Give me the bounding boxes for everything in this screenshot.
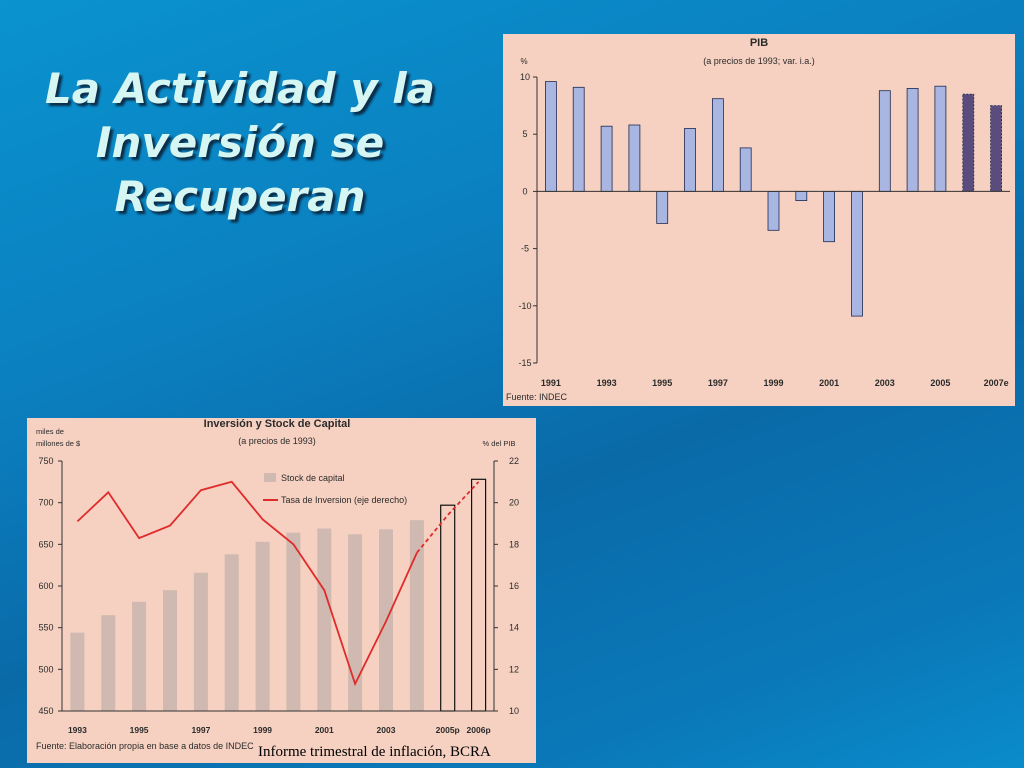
title-line-1: La Actividad y la: [45, 64, 435, 113]
investment-left-tick-label: 750: [38, 456, 53, 466]
investment-right-tick-label: 20: [509, 498, 519, 508]
pib-x-tick-label: 1991: [541, 378, 561, 388]
stock-bar-1998: [224, 554, 239, 711]
stock-bar-2001: [317, 528, 332, 711]
investment-bars: [70, 478, 487, 712]
pib-x-tick-label: 2003: [875, 378, 895, 388]
slide-caption: Informe trimestral de inflación, BCRA: [258, 744, 491, 760]
investment-x-tick-label: 1993: [68, 725, 87, 735]
pib-bar-1998: [739, 147, 752, 192]
investment-x-tick-label: 1999: [253, 725, 272, 735]
investment-right-tick-label: 10: [509, 706, 519, 716]
investment-x-tick-label: 2005p: [436, 725, 460, 735]
pib-bar-2003: [878, 90, 891, 192]
pib-y-tick-label: 10: [520, 72, 530, 82]
pib-axes: 10 5 0 -5 -10 -15 1991 1993 1995 1997 1999 2001 2003…: [518, 72, 1010, 388]
investment-x-tick-label: 2006p: [467, 725, 491, 735]
pib-y-tick-label: 0: [522, 186, 527, 196]
pib-bar-2006: [962, 93, 975, 192]
pib-x-tick-label: 1995: [652, 378, 672, 388]
investment-right-axis-label: % del PIB: [483, 439, 516, 448]
slide-title: La Actividad y la Inversión se Recuperan: [30, 62, 450, 224]
investment-chart: Inversión y Stock de Capital (a precios …: [36, 418, 519, 751]
investment-left-axis-label-line-2: millones de $: [36, 439, 81, 448]
investment-right-tick-label: 16: [509, 581, 519, 591]
stock-bar-2005p: [440, 504, 456, 712]
pib-x-tick-label: 1997: [708, 378, 728, 388]
stock-bar-2006p: [471, 478, 487, 712]
legend-rate-label: Tasa de Inversion (eje derecho): [281, 495, 407, 505]
investment-source-note: Fuente: Elaboración propia en base a dat…: [36, 741, 254, 751]
investment-rate-line-projected: [416, 481, 480, 554]
pib-bar-1993: [600, 125, 613, 192]
pib-bar-2000: [795, 190, 808, 201]
pib-bar-2001: [823, 190, 836, 243]
pib-bar-2004: [906, 88, 919, 192]
pib-x-tick-label: 2001: [819, 378, 839, 388]
pib-x-tick-label: 2005: [930, 378, 950, 388]
investment-line: [76, 480, 480, 687]
pib-bar-2005: [934, 85, 947, 192]
investment-right-tick-label: 18: [509, 539, 519, 549]
title-line-2: Inversión se: [95, 118, 385, 167]
pib-x-tick-label: 2007e: [984, 378, 1009, 388]
legend-stock-swatch: [264, 473, 276, 482]
stock-bar-1994: [101, 615, 116, 711]
title-line-3: Recuperan: [114, 172, 366, 221]
investment-left-axis-label-line-1: miles de: [36, 427, 64, 436]
pib-chart-panel: PIB (a precios de 1993; var. i.a.) % Fue…: [503, 34, 1015, 406]
stock-bar-1995: [132, 601, 147, 711]
pib-bar-1991: [545, 81, 557, 192]
stock-bar-2002: [348, 534, 363, 711]
stock-bar-1996: [163, 590, 177, 711]
pib-chart-title: PIB: [750, 37, 768, 49]
investment-x-tick-label: 2001: [315, 725, 334, 735]
pib-bar-1995: [656, 190, 669, 224]
stock-bar-1999: [255, 541, 270, 711]
investment-left-tick-label: 650: [38, 539, 53, 549]
pib-y-tick-label: -10: [518, 301, 531, 311]
investment-right-tick-label: 12: [509, 664, 519, 674]
pib-bar-1997: [711, 98, 724, 192]
investment-right-tick-label: 22: [509, 456, 519, 466]
investment-left-tick-label: 550: [38, 623, 53, 633]
investment-chart-subtitle: (a precios de 1993): [238, 436, 316, 446]
investment-x-tick-label: 1997: [191, 725, 210, 735]
pib-bar-1996: [684, 128, 696, 192]
pib-bar-1994: [628, 124, 641, 192]
pib-chart: PIB (a precios de 1993; var. i.a.) % Fue…: [506, 37, 1010, 402]
investment-legend: Stock de capital Tasa de Inversion (eje d…: [263, 473, 407, 505]
stock-bar-2000: [286, 532, 301, 711]
investment-left-tick-label: 450: [38, 706, 53, 716]
legend-stock-label: Stock de capital: [281, 473, 345, 483]
pib-bars: [545, 81, 1003, 317]
stock-bar-1993: [70, 632, 85, 711]
pib-bar-2002: [851, 190, 863, 317]
investment-left-tick-label: 700: [38, 498, 53, 508]
investment-rate-line: [76, 480, 418, 687]
pib-y-tick-label: 5: [522, 129, 527, 139]
investment-x-tick-label: 2003: [377, 725, 396, 735]
pib-bar-1992: [572, 86, 585, 192]
pib-bar-2007e: [990, 105, 1003, 192]
investment-chart-panel: Inversión y Stock de Capital (a precios …: [27, 418, 536, 763]
pib-chart-subtitle: (a precios de 1993; var. i.a.): [703, 56, 815, 66]
stock-bar-2004: [409, 520, 424, 711]
investment-left-tick-label: 500: [38, 664, 53, 674]
pib-y-axis-label: %: [520, 57, 527, 66]
investment-left-tick-label: 600: [38, 581, 53, 591]
pib-source-note: Fuente: INDEC: [506, 392, 568, 402]
investment-right-tick-label: 14: [509, 623, 519, 633]
pib-x-tick-label: 1993: [597, 378, 617, 388]
investment-x-tick-label: 1995: [130, 725, 149, 735]
investment-chart-title: Inversión y Stock de Capital: [204, 418, 351, 430]
pib-y-tick-label: -15: [518, 358, 531, 368]
investment-axes: 750 700 650 600 550 500 450 22 20 18 16 14 12 10 1993 1…: [38, 456, 519, 735]
stock-bar-1997: [193, 572, 208, 711]
pib-bar-1999: [767, 190, 780, 231]
pib-y-tick-label: -5: [521, 244, 529, 254]
pib-x-tick-label: 1999: [763, 378, 783, 388]
